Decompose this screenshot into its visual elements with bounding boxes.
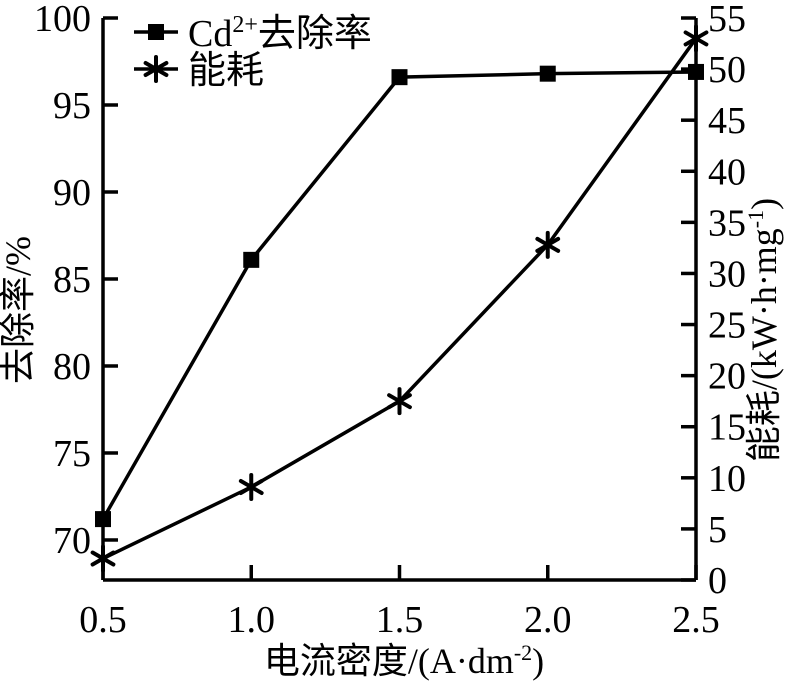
right-axis-tick-label: 0 — [708, 560, 727, 602]
x-axis-tick-label: 1.5 — [376, 599, 424, 641]
right-axis-tick-label: 5 — [708, 509, 727, 551]
left-axis-title: 去除率/% — [0, 236, 38, 384]
left-axis-tick-label: 70 — [53, 520, 91, 562]
x-axis-tick-label: 0.5 — [79, 599, 127, 641]
right-axis-tick-label: 40 — [708, 151, 746, 193]
series-line-cd-removal-rate — [101, 70, 697, 520]
x-axis-tick-label: 2.5 — [672, 599, 720, 641]
left-axis-tick-label: 80 — [53, 346, 91, 388]
right-axis-tick-label: 30 — [708, 253, 746, 295]
series-marker-energy-consumption — [683, 30, 709, 47]
left-axis-tick-label: 75 — [53, 433, 91, 475]
series-marker-cd-removal-rate — [95, 511, 111, 528]
left-axis-tick-label: 85 — [53, 259, 91, 301]
right-axis-tick-label: 25 — [708, 305, 746, 347]
series-marker-cd-removal-rate — [391, 69, 408, 86]
right-axis-tick-label: 45 — [708, 100, 746, 142]
right-axis-tick-label: 35 — [708, 202, 746, 244]
x-axis-tick-label: 1.0 — [228, 599, 276, 641]
right-axis-tick-label: 55 — [708, 0, 746, 40]
right-axis-tick-label: 20 — [708, 356, 746, 398]
right-axis-tick-label: 50 — [708, 49, 746, 91]
x-axis-tick-label: 2.0 — [524, 599, 572, 641]
series-line-energy-consumption — [102, 37, 698, 561]
legend-label-cd-removal-rate: Cd2+去除率 — [188, 12, 372, 55]
series-marker-energy-consumption — [238, 479, 264, 496]
left-axis-tick-label: 90 — [53, 172, 91, 214]
left-axis-tick-label: 95 — [53, 85, 91, 127]
legend-label-energy-consumption: 能耗 — [188, 50, 264, 92]
series-marker-cd-removal-rate — [688, 63, 704, 80]
legend-marker-cd-removal-rate — [148, 24, 164, 40]
series-marker-energy-consumption — [387, 393, 412, 410]
series-marker-energy-consumption — [90, 550, 116, 567]
left-axis-tick-label: 100 — [34, 0, 91, 40]
right-axis-tick-label: 15 — [708, 407, 746, 449]
series-marker-cd-removal-rate — [539, 65, 556, 82]
series-marker-energy-consumption — [535, 236, 561, 253]
right-axis-title: 能耗/(kW·h·mg-1) — [743, 198, 784, 462]
series-marker-cd-removal-rate — [243, 251, 260, 268]
legend-marker-energy-consumption — [143, 61, 169, 77]
x-axis-title: 电流密度/(A·dm-2) — [264, 640, 544, 681]
right-axis-tick-label: 10 — [708, 458, 746, 500]
